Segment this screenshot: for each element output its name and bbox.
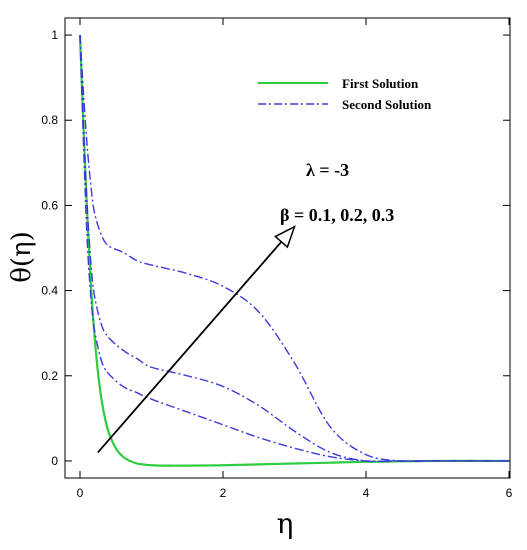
plot-frame (64, 17, 511, 479)
x-tick-label: 6 (506, 486, 513, 500)
x-tick-label: 2 (220, 486, 227, 500)
legend-label-second: Second Solution (342, 97, 432, 112)
y-tick-label: 0 (51, 454, 58, 468)
ticks: 0 2 4 6 0 0.2 0.4 0.6 0.8 1 (41, 18, 513, 500)
x-tick-label: 4 (363, 486, 370, 500)
x-tick-label: 0 (77, 486, 84, 500)
annotation-beta: β = 0.1, 0.2, 0.3 (280, 205, 394, 225)
series-second-solution-line-2 (79, 35, 509, 463)
y-tick-label: 0.6 (41, 198, 58, 212)
y-tick-label: 1 (51, 28, 58, 42)
legend-label-first: First Solution (342, 76, 419, 91)
series-second-solution-line-3 (79, 34, 509, 463)
y-tick-label: 0.8 (41, 113, 58, 127)
y-tick-label: 0.4 (41, 284, 58, 298)
y-axis-label: θ(η) (7, 231, 37, 283)
arrow-shaft (97, 241, 283, 454)
legend: First Solution Second Solution (258, 76, 432, 112)
curves (78, 34, 510, 467)
x-axis-label: η (277, 507, 294, 540)
parameter-arrow (97, 225, 296, 454)
series-first-solution-line (78, 34, 510, 467)
arrow-head (274, 225, 296, 249)
series-second-solution-line-1 (79, 35, 509, 462)
y-tick-label: 0.2 (41, 369, 58, 383)
annotation-lambda: λ = -3 (306, 160, 349, 180)
